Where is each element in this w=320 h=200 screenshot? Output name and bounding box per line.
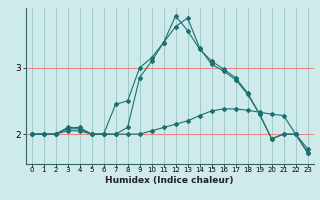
X-axis label: Humidex (Indice chaleur): Humidex (Indice chaleur) bbox=[105, 176, 234, 185]
